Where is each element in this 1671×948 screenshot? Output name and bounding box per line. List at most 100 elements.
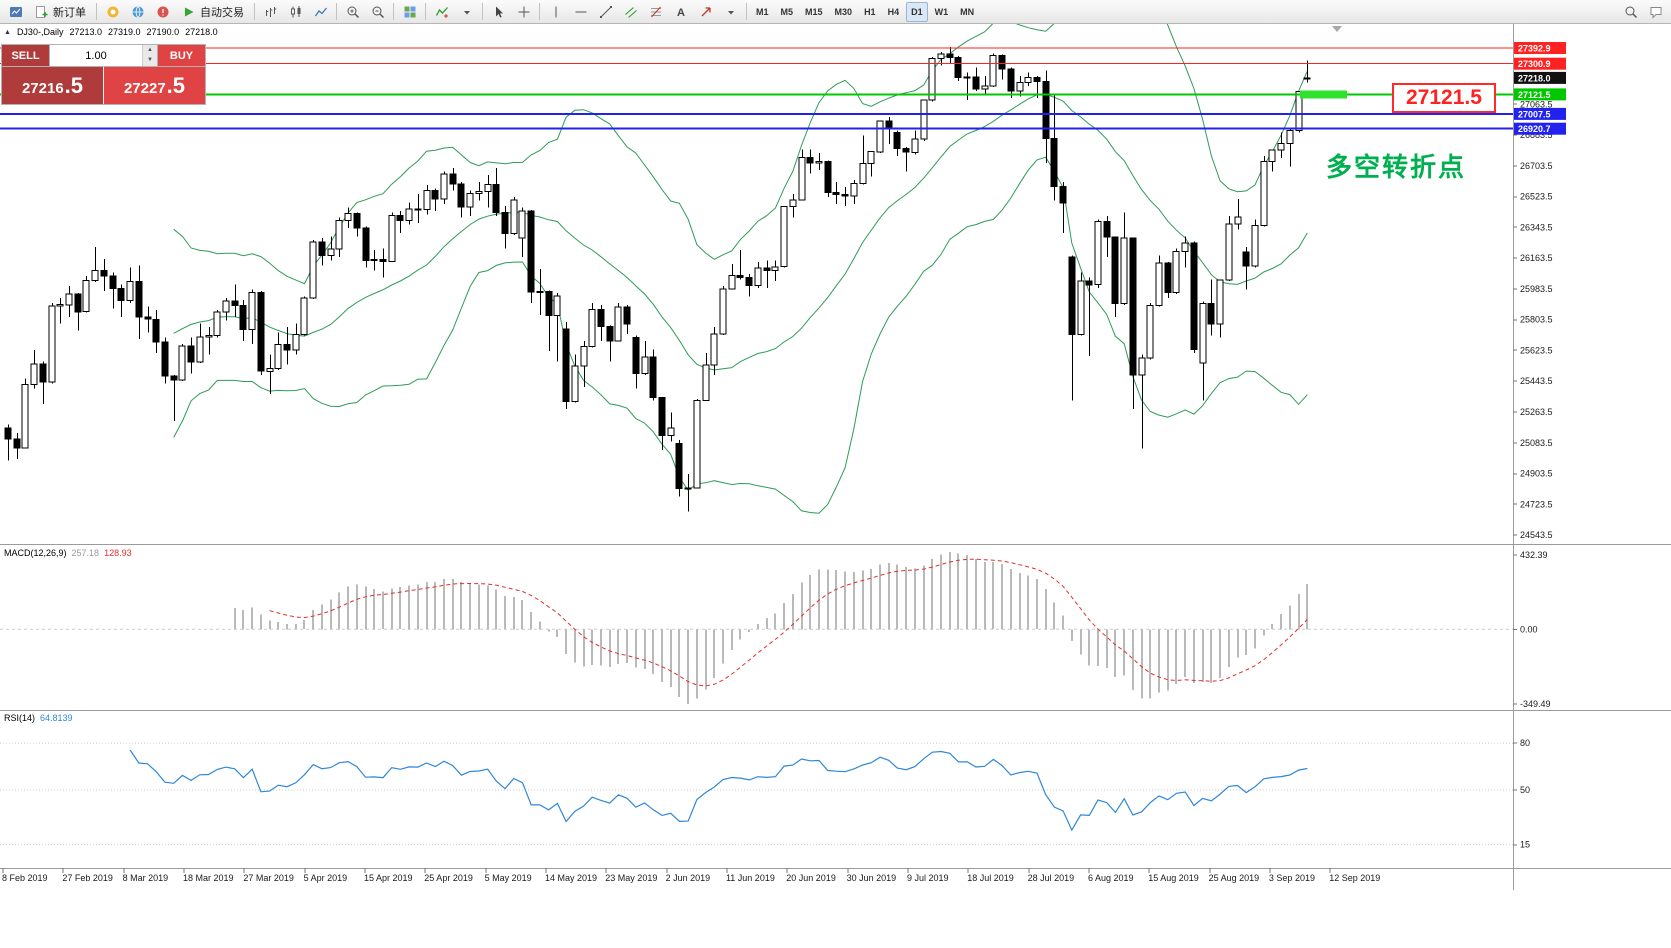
- timeframe-h4-button[interactable]: H4: [883, 2, 905, 22]
- bar-chart-icon[interactable]: [259, 2, 282, 22]
- mql5-community-icon[interactable]: [101, 2, 124, 22]
- toolbar-separator: [539, 3, 540, 20]
- horizontal-line-icon[interactable]: [569, 2, 592, 22]
- timeframe-m5-button[interactable]: M5: [776, 2, 799, 22]
- price-tick-label: 25983.5: [1520, 284, 1553, 294]
- toolbar-separator: [96, 3, 97, 20]
- macd-histogram: [234, 552, 1308, 704]
- volume-down-button[interactable]: ▼: [143, 55, 157, 66]
- zoom-out-icon[interactable]: [366, 2, 389, 22]
- sell-button[interactable]: SELL: [2, 45, 49, 66]
- chart-close-value: 27218.0: [185, 27, 218, 37]
- macd-name: MACD(12,26,9): [4, 548, 67, 558]
- buy-button[interactable]: BUY: [158, 45, 205, 66]
- channel-icon[interactable]: [619, 2, 642, 22]
- macd-main-value: 257.18: [71, 548, 100, 558]
- rsi-label: RSI(14) 64.8139: [4, 713, 73, 723]
- price-tick-label: 25443.5: [1520, 376, 1553, 386]
- date-tick-label: 18 Jul 2019: [967, 873, 1014, 883]
- price-level-badge: [1514, 107, 1566, 120]
- objects-dropdown-icon[interactable]: [719, 2, 742, 22]
- timeframe-d1-button[interactable]: D1: [906, 1, 928, 22]
- date-tick-label: 15 Aug 2019: [1148, 873, 1199, 883]
- one-click-trading-panel: SELL ▲ ▼ BUY 27216.5 27227.5: [1, 44, 206, 105]
- date-tick-label: 5 Apr 2019: [304, 873, 348, 883]
- arrows-tool-icon[interactable]: [694, 2, 717, 22]
- date-tick-label: 25 Aug 2019: [1209, 873, 1260, 883]
- price-tick-label: 26703.5: [1520, 161, 1553, 171]
- volume-input[interactable]: [50, 45, 142, 66]
- date-tick-label: 8 Mar 2019: [123, 873, 169, 883]
- price-level-badge: [1514, 42, 1566, 54]
- timeframe-w1-button[interactable]: W1: [930, 2, 954, 22]
- candlestick-chart-icon[interactable]: [284, 2, 307, 22]
- vertical-line-icon[interactable]: [544, 2, 567, 22]
- crosshair-icon[interactable]: [512, 2, 535, 22]
- timeframe-h1-button[interactable]: H1: [859, 2, 881, 22]
- search-icon[interactable]: [1619, 2, 1642, 22]
- date-tick-label: 11 Jun 2019: [726, 873, 775, 883]
- timeframe-m30-button[interactable]: M30: [830, 2, 858, 22]
- price-tick-label: 26883.5: [1520, 130, 1553, 140]
- ask-price-pips: .5: [166, 73, 186, 98]
- chat-icon[interactable]: [1644, 2, 1667, 22]
- macd-signal-value: 128.93: [104, 548, 132, 558]
- fibonacci-icon[interactable]: [644, 2, 667, 22]
- rsi-name: RSI(14): [4, 713, 36, 723]
- volume-spinner: ▲ ▼: [142, 45, 157, 66]
- line-chart-icon[interactable]: [309, 2, 332, 22]
- alerts-icon[interactable]: [151, 2, 174, 22]
- price-level-badge-label: 26920.7: [1518, 124, 1551, 134]
- bid-price-pips: .5: [64, 73, 84, 98]
- macd-scale-label: 0.00: [1520, 624, 1538, 634]
- price-level-badge: [1514, 88, 1566, 101]
- chart-low-value: 27190.0: [146, 27, 180, 37]
- price-tick-label: 24543.5: [1520, 530, 1553, 540]
- indicators-icon[interactable]: [430, 2, 453, 22]
- chart-shift-marker: [1332, 26, 1342, 32]
- market-icon[interactable]: [126, 2, 149, 22]
- timeframe-m1-button[interactable]: M1: [751, 2, 774, 22]
- date-tick-label: 6 Aug 2019: [1088, 873, 1134, 883]
- autotrading-button[interactable]: 自动交易: [176, 2, 250, 22]
- trendline-icon[interactable]: [594, 2, 617, 22]
- text-tool-icon[interactable]: A: [669, 2, 692, 22]
- date-tick-label: 23 May 2019: [605, 873, 657, 883]
- candles: [4, 47, 1311, 512]
- date-tick-label: 9 Jul 2019: [907, 873, 949, 883]
- date-tick-label: 14 May 2019: [545, 873, 597, 883]
- toolbar-separator: [393, 3, 394, 20]
- zoom-in-icon[interactable]: [341, 2, 364, 22]
- new-order-icon: [36, 5, 48, 18]
- rsi-value: 64.8139: [40, 713, 73, 723]
- date-tick-label: 18 Mar 2019: [183, 873, 234, 883]
- charts-window-icon[interactable]: [4, 2, 27, 22]
- price-level-badge: [1514, 122, 1566, 135]
- date-tick-label: 15 Apr 2019: [364, 873, 413, 883]
- macd-scale-label: 432.39: [1520, 550, 1548, 560]
- macd-label: MACD(12,26,9) 257.18 128.93: [4, 548, 132, 558]
- ask-price-box[interactable]: 27227.5: [103, 67, 205, 104]
- toolbar-separator: [746, 3, 747, 20]
- indicators-dropdown-icon[interactable]: [455, 2, 478, 22]
- timeframe-m15-button[interactable]: M15: [800, 2, 828, 22]
- new-order-button[interactable]: 新订单: [29, 2, 92, 22]
- bid-price-box[interactable]: 27216.5: [2, 67, 103, 104]
- main-toolbar: 新订单 自动交易: [0, 0, 1671, 24]
- toolbar-separator: [336, 3, 337, 20]
- svg-text:A: A: [677, 7, 685, 19]
- volume-up-button[interactable]: ▲: [143, 45, 157, 56]
- price-tick-label: 26343.5: [1520, 222, 1553, 232]
- chart-info: ▲ DJ30-,Daily 27213.0 27319.0 27190.0 27…: [4, 27, 218, 37]
- one-click-toggle-icon[interactable]: ▲: [4, 28, 11, 36]
- autotrading-label: 自动交易: [200, 6, 244, 19]
- date-tick-label: 5 May 2019: [485, 873, 532, 883]
- price-level-badge: [1514, 71, 1566, 84]
- date-tick-label: 12 Sep 2019: [1329, 873, 1380, 883]
- timeframe-mn-button[interactable]: MN: [955, 2, 979, 22]
- cursor-icon[interactable]: [487, 2, 510, 22]
- tile-windows-icon[interactable]: [398, 2, 421, 22]
- price-tick-label: 25263.5: [1520, 407, 1553, 417]
